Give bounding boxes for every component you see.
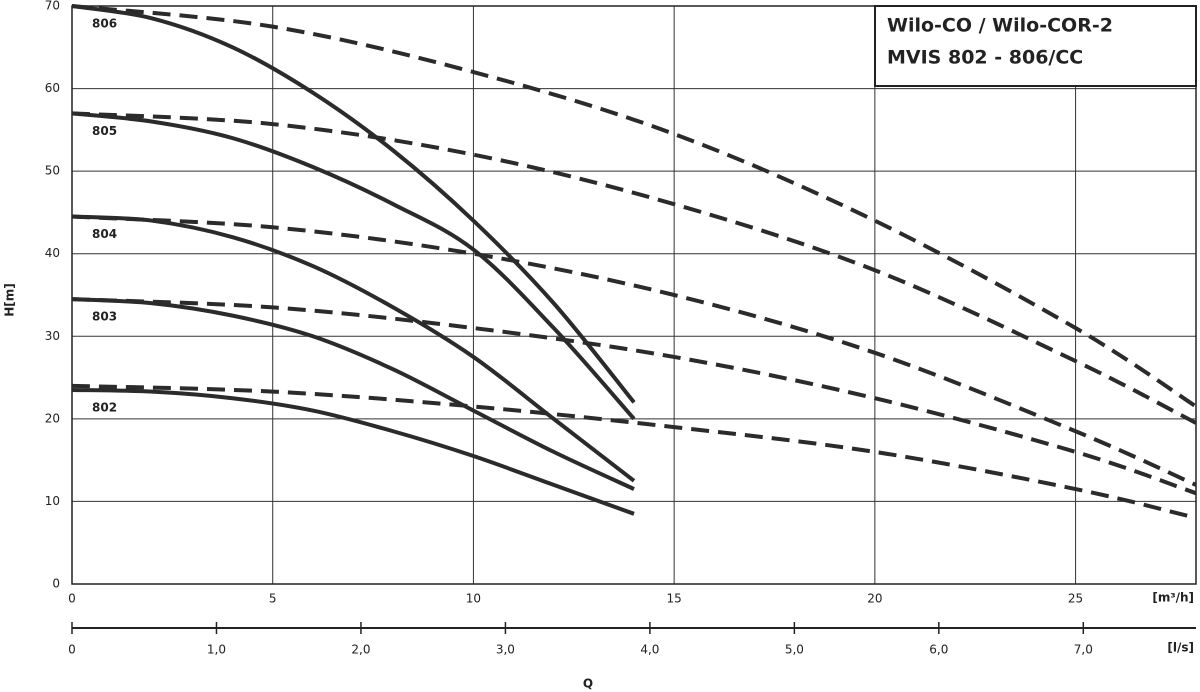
curve-label: 805	[92, 124, 117, 138]
curve	[71, 214, 636, 483]
x2-unit: [l/s]	[1167, 641, 1194, 655]
y-axis-label: H[m]	[3, 283, 17, 317]
x2-tick-label: 5,0	[785, 643, 804, 657]
curve	[71, 4, 636, 404]
x-tick-label: 15	[667, 592, 682, 606]
curve-label: 803	[92, 310, 117, 324]
curve	[71, 111, 636, 421]
x2-tick-label: 3,0	[496, 643, 515, 657]
curve	[71, 383, 1197, 520]
y-tick-label: 60	[45, 81, 60, 95]
curve-label: 802	[92, 400, 117, 414]
x2-tick-label: 1,0	[207, 643, 226, 657]
y-tick-label: 50	[45, 164, 60, 178]
x2-tick-label: 2,0	[351, 643, 370, 657]
curve	[71, 297, 1197, 496]
curve	[71, 297, 635, 491]
x-tick-label: 5	[269, 592, 277, 606]
x2-tick-label: 0	[68, 643, 76, 657]
x-tick-label: 10	[466, 592, 481, 606]
y-tick-label: 0	[52, 577, 60, 591]
y-tick-label: 40	[45, 246, 60, 260]
curve-label: 806	[92, 17, 117, 31]
x-tick-label: 0	[68, 592, 76, 606]
chart-subtitle: MVIS 802 - 806/CC	[887, 47, 1083, 69]
plot: 0 10 20 30 40 50 60 70 0 5 10 15 20 25 0 1,0 2,0 3,0 4,0 5,…	[45, 0, 1198, 657]
curve	[71, 214, 1197, 487]
curve-label: 804	[92, 227, 117, 241]
curve	[71, 4, 1198, 409]
x-unit: [m³/h]	[1152, 591, 1194, 605]
title-box	[874, 5, 1197, 87]
y-tick-label: 20	[45, 411, 60, 425]
x-axis-label: Q	[583, 677, 593, 691]
y-tick-label: 10	[45, 494, 60, 508]
curve	[71, 387, 635, 516]
curve	[71, 111, 1197, 425]
x-tick-label: 25	[1068, 592, 1083, 606]
x2-tick-label: 4,0	[640, 643, 659, 657]
chart-title: Wilo-CO / Wilo-COR-2	[887, 15, 1113, 37]
plot-frame	[71, 5, 1197, 585]
y-tick-label: 30	[45, 329, 60, 343]
y-tick-label: 70	[45, 0, 60, 13]
x2-tick-label: 7,0	[1074, 643, 1093, 657]
x2-tick-label: 6,0	[929, 643, 948, 657]
x-tick-label: 20	[867, 592, 882, 606]
